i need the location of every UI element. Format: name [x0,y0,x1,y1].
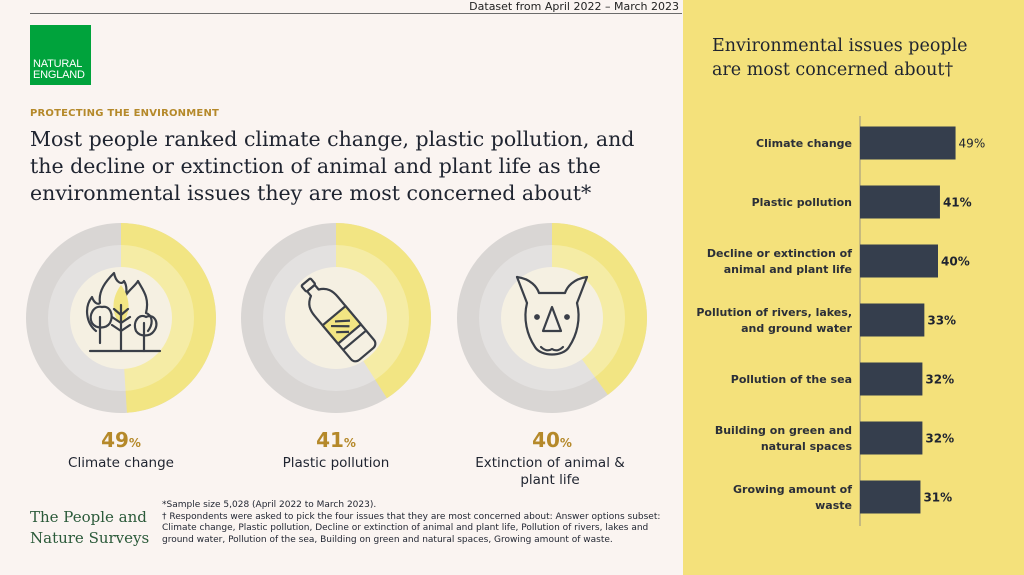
stat-value: 40 [532,428,560,452]
bar [860,421,923,455]
donut-chart [26,223,216,413]
stat-value: 49 [101,428,129,452]
header-rule [30,13,682,14]
bar-chart: 49% Climate change 41% Plastic pollution 40%… [696,116,986,526]
chart-panel [683,0,1024,575]
donut-extinction [457,223,648,413]
category-label: Building on green and natural spaces [715,424,853,453]
category-label: Pollution of the sea [731,373,852,386]
plastic-bottle-icon [300,277,377,363]
chart-title: Environmental issues people are most con… [712,36,968,80]
bar [860,303,925,337]
bar-value-label: 41% [943,196,972,210]
bar-value-label: 40% [941,255,970,269]
category-label: Plastic pollution [752,196,852,209]
stat-label-extinction: Extinction of animal & plant life [475,455,625,488]
survey-brand: The People and Nature Surveys [30,507,149,549]
page-headline: Most people ranked climate change, plast… [30,127,635,205]
bar-value-label: 32% [925,432,954,446]
category-label: Decline or extinction of animal and plant… [707,247,852,276]
brand-line-1: The People and [30,508,147,526]
donut-chart [457,223,648,413]
stat-extinction: 40% [457,428,647,452]
bar [860,244,938,278]
brand-line-2: Nature Surveys [30,529,150,547]
wildfire-trees-icon [86,271,162,353]
section-kicker: PROTECTING THE ENVIRONMENT [30,108,220,119]
bar-value-label: 33% [927,314,956,328]
bar [860,126,956,160]
stat-value: 41 [316,428,344,452]
stat-unit: % [128,436,141,450]
logo-line-1: NATURAL [33,58,83,70]
category-label: Climate change [756,137,852,150]
bar-value-label: 49% [959,137,986,151]
bar-value-label: 31% [923,491,952,505]
dataset-note: Dataset from April 2022 – March 2023 [469,0,679,13]
bar [860,362,923,396]
stat-label-plastic-pollution: Plastic pollution [282,455,390,471]
footnote-options: † Respondents were asked to pick the fou… [162,511,661,545]
donut-plastic-pollution [241,223,431,413]
donut-chart [241,223,431,413]
stat-label-climate-change: Climate change [68,455,174,471]
footnotes: *Sample size 5,028 (April 2022 to March … [162,500,667,546]
natural-england-logo: NATURAL ENGLAND [30,25,91,85]
stat-unit: % [559,436,572,450]
stat-unit: % [343,436,356,450]
category-label: Pollution of rivers, lakes, and ground wa… [696,306,852,335]
category-label: Growing amount of waste [733,483,852,512]
bar [860,480,921,514]
stat-climate-change: 49% [26,428,216,452]
bar [860,185,940,219]
logo-line-2: ENGLAND [33,69,85,81]
stat-plastic-pollution: 41% [241,428,431,452]
rhino-icon [515,275,589,356]
bar-value-label: 32% [925,373,954,387]
footnote-sample: *Sample size 5,028 (April 2022 to March … [162,500,377,510]
donut-climate-change [26,223,216,413]
